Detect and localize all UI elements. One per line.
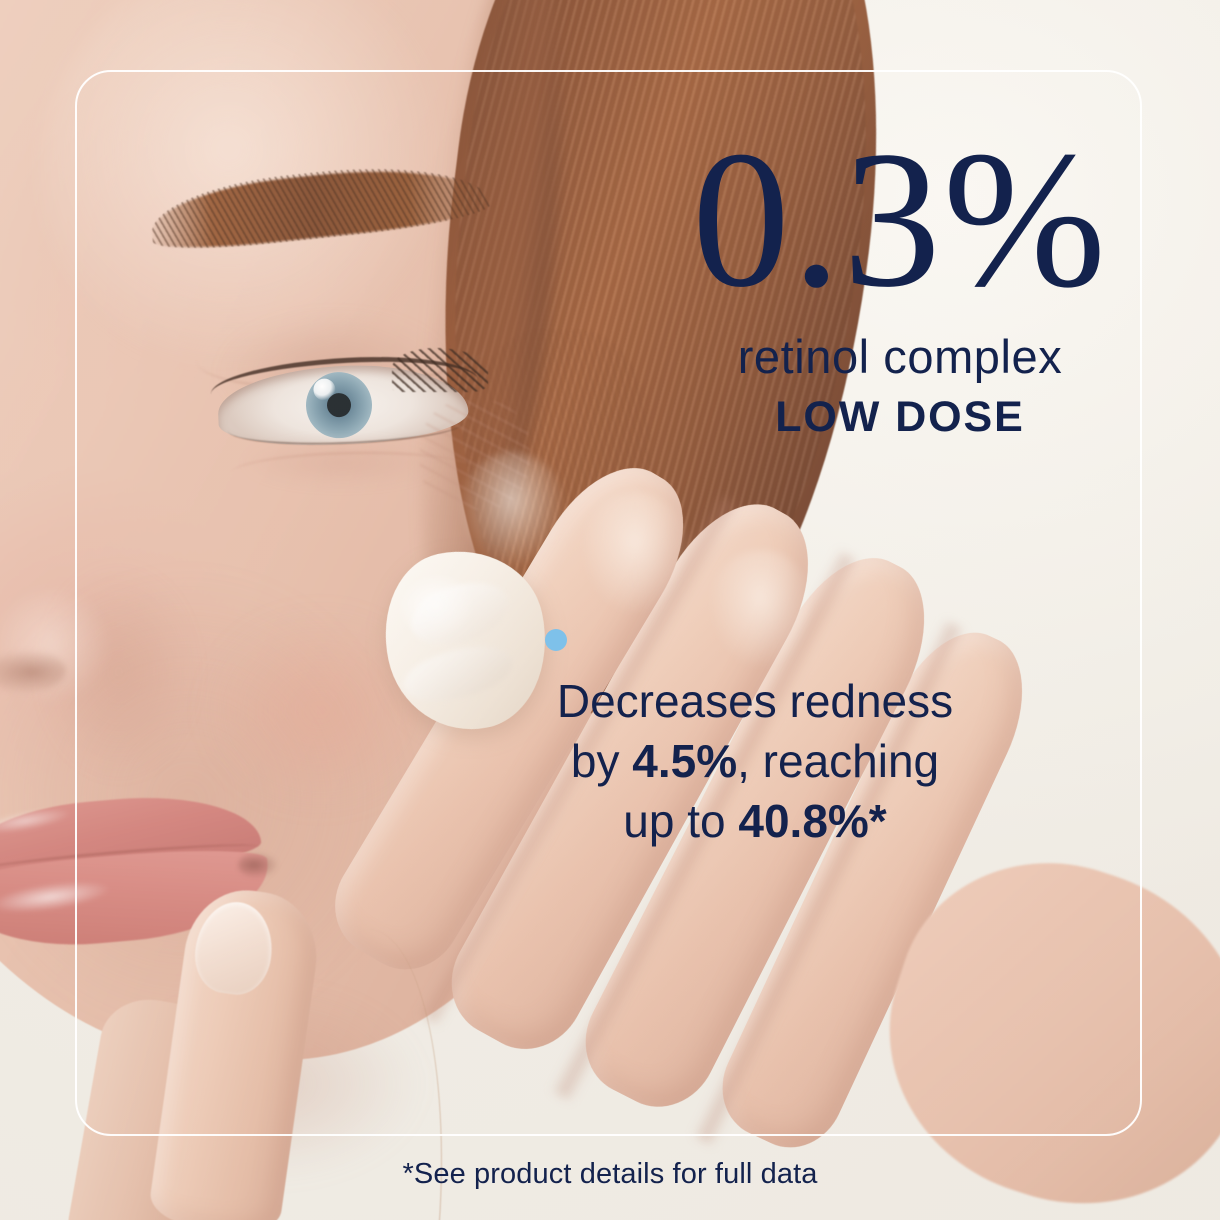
- callout-line2-prefix: by: [570, 734, 633, 787]
- redness-decrease-value: 4.5%: [632, 734, 738, 787]
- headline-block: 0.3% retinol complex LOW DOSE: [640, 111, 1160, 442]
- fingertip-highlight: [708, 550, 814, 670]
- callout-line3-prefix: up to: [623, 794, 739, 847]
- applying-hand: [314, 400, 1220, 1220]
- callout-line-3: up to 40.8%*: [505, 792, 1005, 852]
- callout-line-1: Decreases redness: [505, 672, 1005, 732]
- mouth-corner: [238, 852, 278, 878]
- footnote-disclaimer: *See product details for full data: [402, 1158, 818, 1190]
- callout-line1-text: Decreases redness: [556, 675, 954, 727]
- callout-line2-suffix: , reaching: [737, 734, 940, 787]
- fingertip-highlight: [458, 452, 566, 572]
- benefit-callout: Decreases redness by 4.5%, reaching up t…: [505, 672, 1005, 851]
- callout-line-2: by 4.5%, reaching: [505, 732, 1005, 792]
- concentration-value: 0.3%: [691, 111, 1109, 328]
- dose-label: LOW DOSE: [775, 392, 1025, 441]
- fingertip-highlight: [580, 492, 690, 616]
- accent-dot-icon: [545, 629, 567, 651]
- eyelash-tips: [392, 348, 488, 392]
- redness-max-value: 40.8%*: [738, 794, 887, 847]
- ingredient-name: retinol complex: [737, 330, 1063, 384]
- under-eye-area: [214, 436, 494, 510]
